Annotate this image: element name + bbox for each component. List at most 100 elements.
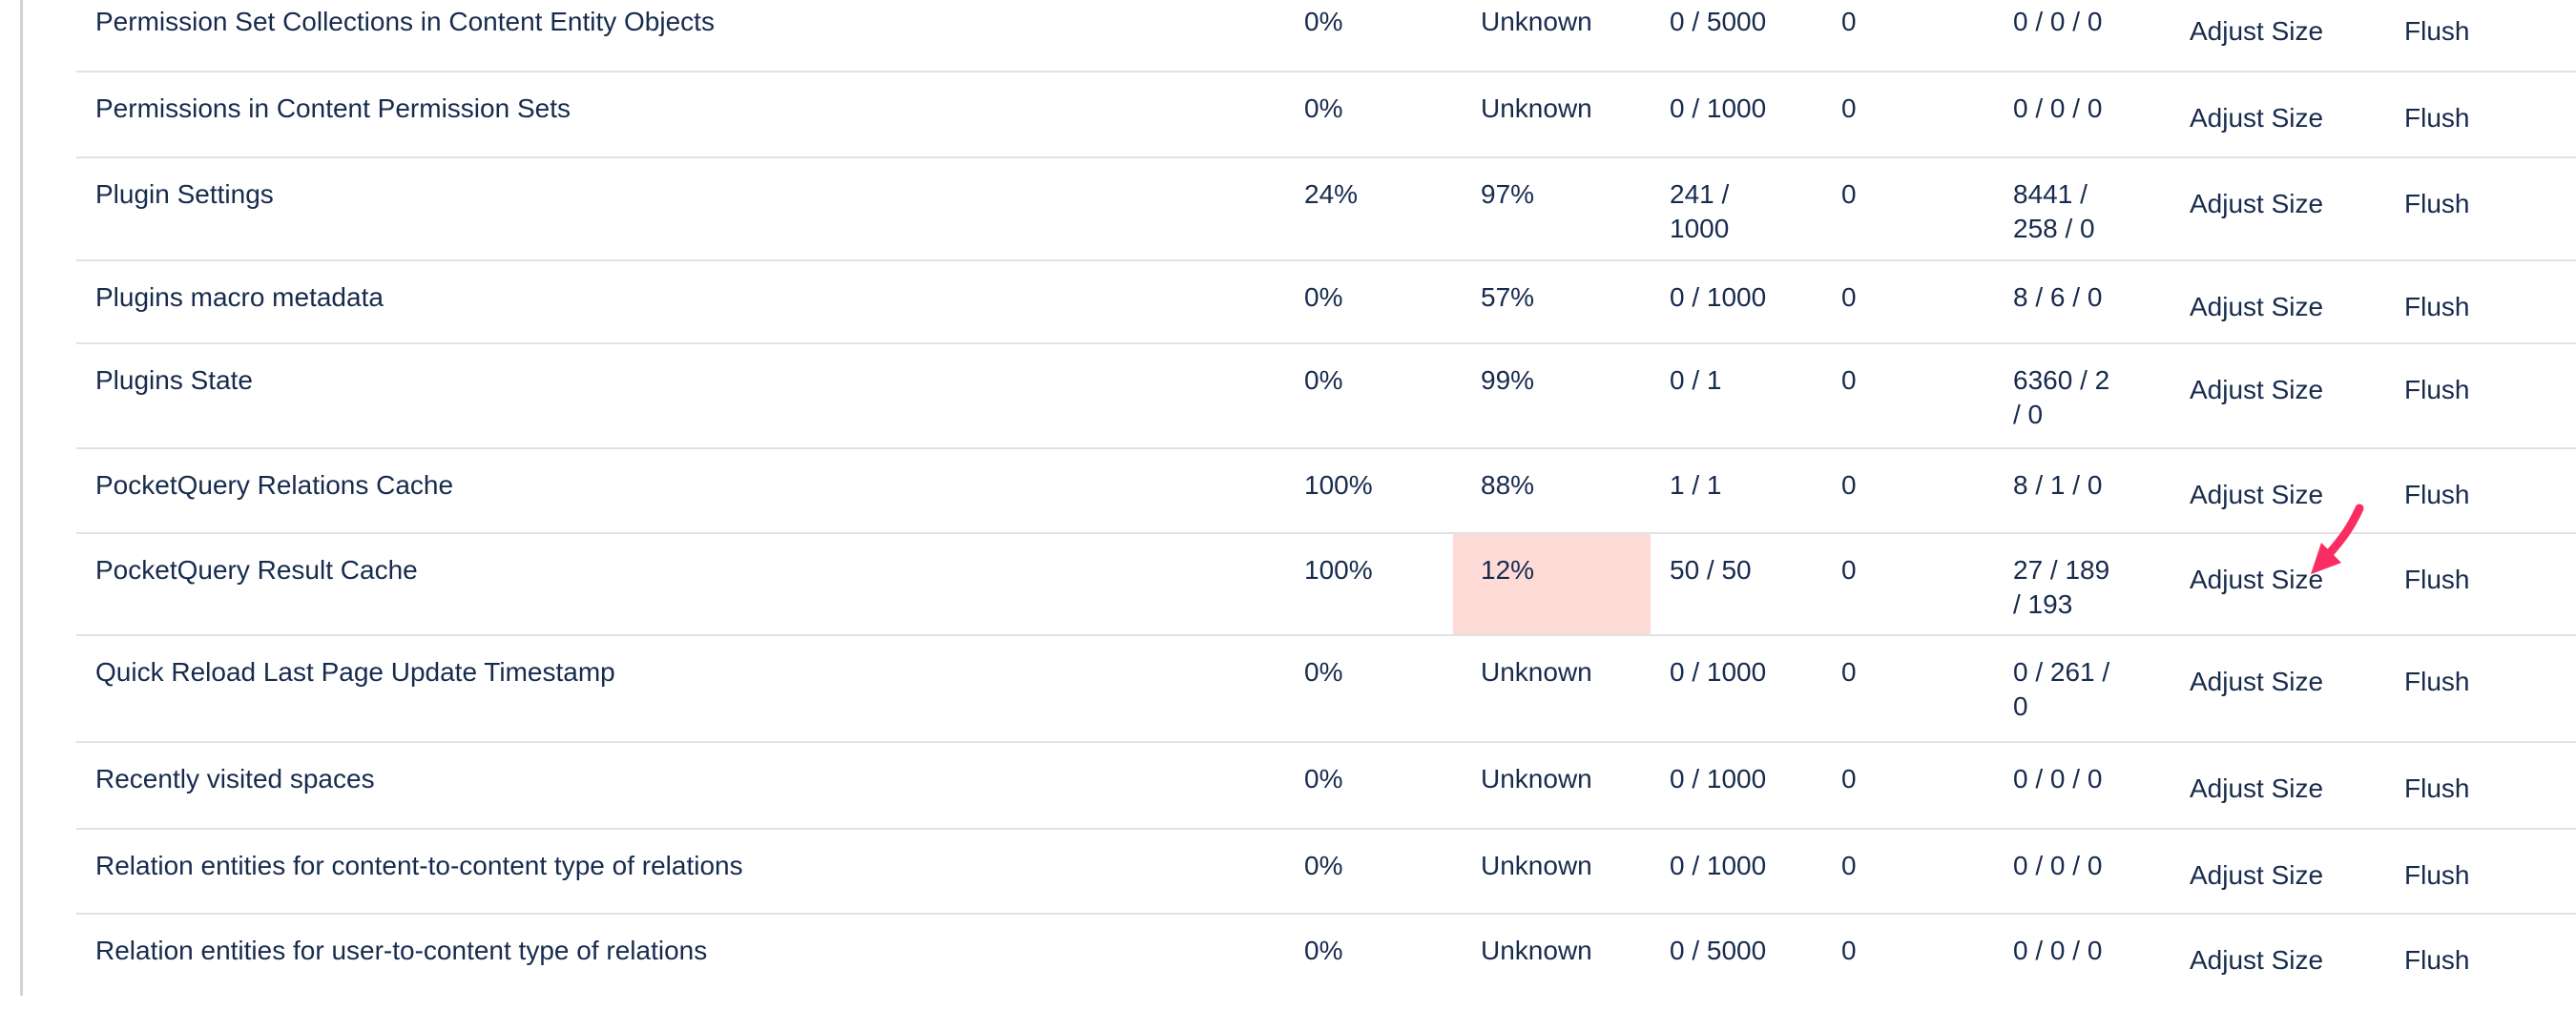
entries-size-cell: 0 / 1	[1651, 342, 1808, 448]
flush-link[interactable]: Flush	[2404, 16, 2470, 46]
flush-cell: Flush	[2376, 828, 2576, 914]
flush-link[interactable]: Flush	[2404, 292, 2470, 321]
adjust-size-link[interactable]: Adjust Size	[2190, 480, 2324, 509]
cache-table-body: Permission Set Collections in Content En…	[76, 0, 2576, 1010]
effectiveness-cell: 100%	[1283, 532, 1453, 635]
cache-name-label: Relation entities for content-to-content…	[95, 851, 743, 880]
flush-link[interactable]: Flush	[2404, 189, 2470, 218]
flush-cell: Flush	[2376, 634, 2576, 742]
cache-name-cell: Quick Reload Last Page Update Timestamp	[76, 634, 1283, 742]
adjust-size-link[interactable]: Adjust Size	[2190, 945, 2324, 975]
adjust-size-cell: Adjust Size	[2166, 71, 2376, 157]
entries-size-cell: 0 / 1000	[1651, 634, 1808, 742]
table-row: Recently visited spaces 0% Unknown 0 / 1000…	[76, 741, 2576, 829]
hit-miss-expiry-cell: 8 / 1 / 0	[1994, 447, 2166, 533]
percent-used-value: Unknown	[1481, 93, 1592, 123]
effectiveness-value: 0%	[1304, 936, 1343, 965]
effectiveness-value: 0%	[1304, 365, 1343, 395]
cache-name-cell: Plugin Settings	[76, 156, 1283, 260]
effectiveness-cell: 0%	[1283, 634, 1453, 742]
flush-cell: Flush	[2376, 156, 2576, 260]
percent-used-cell: Unknown	[1453, 634, 1651, 742]
percent-used-value: 88%	[1481, 470, 1535, 500]
flush-link[interactable]: Flush	[2404, 860, 2470, 890]
queue-cell: 0	[1808, 741, 1994, 829]
flush-link[interactable]: Flush	[2404, 945, 2470, 975]
adjust-size-link[interactable]: Adjust Size	[2190, 860, 2324, 890]
percent-used-cell: 99%	[1453, 342, 1651, 448]
entries-size-value: 0 / 1	[1670, 365, 1722, 395]
entries-size-value: 1 / 1	[1670, 470, 1722, 500]
percent-used-cell: 57%	[1453, 259, 1651, 343]
entries-size-value: 0 / 1000	[1670, 282, 1767, 312]
cache-name-cell: Plugins State	[76, 342, 1283, 448]
percent-used-value: 99%	[1481, 365, 1535, 395]
cache-name-label: Plugin Settings	[95, 179, 274, 209]
hit-miss-expiry-value: 8441 / 258 / 0	[2013, 179, 2095, 243]
hit-miss-expiry-cell: 27 / 189 / 193	[1994, 532, 2166, 635]
cache-name-label: Recently visited spaces	[95, 764, 375, 794]
entries-size-value: 0 / 5000	[1670, 936, 1767, 965]
queue-value: 0	[1841, 365, 1857, 395]
flush-link[interactable]: Flush	[2404, 565, 2470, 594]
entries-size-cell: 0 / 5000	[1651, 0, 1808, 72]
adjust-size-link[interactable]: Adjust Size	[2190, 16, 2324, 46]
hit-miss-expiry-cell: 6360 / 2 / 0	[1994, 342, 2166, 448]
adjust-size-link[interactable]: Adjust Size	[2190, 565, 2324, 594]
queue-cell: 0	[1808, 634, 1994, 742]
flush-link[interactable]: Flush	[2404, 375, 2470, 404]
percent-used-value: Unknown	[1481, 764, 1592, 794]
cache-name-cell: Relation entities for content-to-content…	[76, 828, 1283, 914]
flush-link[interactable]: Flush	[2404, 773, 2470, 803]
adjust-size-link[interactable]: Adjust Size	[2190, 667, 2324, 696]
effectiveness-cell: 0%	[1283, 0, 1453, 72]
table-row: PocketQuery Relations Cache 100% 88% 1 / 1 0…	[76, 447, 2576, 533]
cache-name-label: Plugins macro metadata	[95, 282, 384, 312]
queue-cell: 0	[1808, 447, 1994, 533]
table-row: Relation entities for user-to-content ty…	[76, 913, 2576, 1010]
cache-name-label: PocketQuery Result Cache	[95, 555, 418, 585]
hit-miss-expiry-cell: 0 / 0 / 0	[1994, 0, 2166, 72]
flush-link[interactable]: Flush	[2404, 667, 2470, 696]
flush-link[interactable]: Flush	[2404, 103, 2470, 133]
cache-name-cell: Permissions in Content Permission Sets	[76, 71, 1283, 157]
percent-used-value: Unknown	[1481, 657, 1592, 687]
effectiveness-cell: 100%	[1283, 447, 1453, 533]
adjust-size-cell: Adjust Size	[2166, 913, 2376, 1010]
flush-cell: Flush	[2376, 447, 2576, 533]
cache-name-label: Relation entities for user-to-content ty…	[95, 936, 708, 965]
hit-miss-expiry-cell: 8 / 6 / 0	[1994, 259, 2166, 343]
queue-cell: 0	[1808, 0, 1994, 72]
table-row: Quick Reload Last Page Update Timestamp 0…	[76, 634, 2576, 742]
effectiveness-cell: 0%	[1283, 913, 1453, 1010]
cache-name-cell: Permission Set Collections in Content En…	[76, 0, 1283, 72]
percent-used-value: 57%	[1481, 282, 1535, 312]
flush-cell: Flush	[2376, 913, 2576, 1010]
adjust-size-link[interactable]: Adjust Size	[2190, 103, 2324, 133]
percent-used-value: 97%	[1481, 179, 1535, 209]
cache-statistics-table: Permission Set Collections in Content En…	[76, 0, 2576, 1010]
adjust-size-cell: Adjust Size	[2166, 741, 2376, 829]
queue-value: 0	[1841, 179, 1857, 209]
percent-used-value: Unknown	[1481, 851, 1592, 880]
adjust-size-link[interactable]: Adjust Size	[2190, 189, 2324, 218]
effectiveness-value: 0%	[1304, 657, 1343, 687]
effectiveness-value: 24%	[1304, 179, 1359, 209]
table-row: Relation entities for content-to-content…	[76, 828, 2576, 914]
adjust-size-link[interactable]: Adjust Size	[2190, 375, 2324, 404]
hit-miss-expiry-value: 0 / 0 / 0	[2013, 93, 2103, 123]
queue-value: 0	[1841, 764, 1857, 794]
adjust-size-link[interactable]: Adjust Size	[2190, 773, 2324, 803]
queue-value: 0	[1841, 7, 1857, 36]
flush-link[interactable]: Flush	[2404, 480, 2470, 509]
queue-cell: 0	[1808, 71, 1994, 157]
hit-miss-expiry-value: 0 / 0 / 0	[2013, 764, 2103, 794]
cache-name-label: Plugins State	[95, 365, 253, 395]
table-row: Permissions in Content Permission Sets 0%…	[76, 71, 2576, 157]
adjust-size-link[interactable]: Adjust Size	[2190, 292, 2324, 321]
hit-miss-expiry-value: 27 / 189 / 193	[2013, 555, 2110, 619]
hit-miss-expiry-cell: 0 / 0 / 0	[1994, 828, 2166, 914]
percent-used-cell: Unknown	[1453, 0, 1651, 72]
entries-size-cell: 0 / 5000	[1651, 913, 1808, 1010]
queue-value: 0	[1841, 555, 1857, 585]
